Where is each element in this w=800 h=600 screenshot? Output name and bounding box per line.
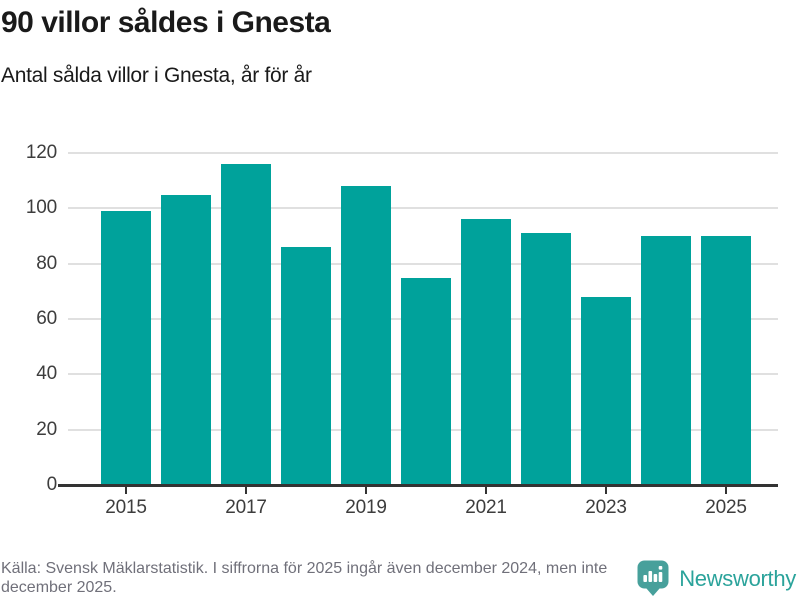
x-axis-label-2015: 2015 [105, 497, 147, 518]
x-axis-tick-2017 [245, 487, 247, 494]
bars-group [101, 153, 751, 485]
bar-2025 [701, 236, 751, 485]
bar-2018 [281, 247, 331, 485]
gridline-120 [68, 152, 778, 154]
bar-2017 [221, 164, 271, 485]
y-axis-label-0: 0 [46, 474, 58, 495]
y-axis-label-120: 120 [25, 142, 57, 163]
x-axis-tick-2019 [365, 487, 367, 494]
x-axis-label-2017: 2017 [225, 497, 267, 518]
x-axis-tick-2023 [605, 487, 607, 494]
source-note: Källa: Svensk Mäklarstatistik. I siffror… [1, 560, 608, 596]
bar-2015 [101, 211, 151, 485]
bar-2020 [401, 277, 451, 485]
chart-title: 90 villor såldes i Gnesta [1, 6, 331, 39]
y-axis-label-60: 60 [36, 308, 57, 329]
plot-area: 0 20 40 60 80 100 120 2015 2017 2019 2021 2023 2025 [26, 142, 778, 518]
x-axis-tick-2015 [125, 487, 127, 494]
x-axis-line [58, 483, 778, 487]
newsworthy-logo[interactable]: Newsworthy [637, 560, 796, 597]
x-axis-label-2021: 2021 [465, 497, 507, 518]
y-axis-label-100: 100 [25, 197, 57, 219]
x-axis-label-2025: 2025 [705, 497, 747, 518]
x-axis-label-2019: 2019 [345, 497, 387, 518]
bar-2016 [161, 194, 211, 485]
gridline-100 [68, 207, 778, 210]
x-axis-tick-2025 [725, 487, 727, 494]
bar-2022 [521, 233, 571, 485]
y-axis-label-40: 40 [36, 363, 57, 385]
bar-2023 [581, 296, 631, 485]
y-axis-label-20: 20 [36, 418, 57, 440]
gridline-80 [68, 262, 778, 265]
bar-2024 [641, 236, 691, 485]
x-axis-label-2023: 2023 [585, 497, 627, 518]
x-axis-tick-2021 [485, 487, 487, 494]
y-axis-label-80: 80 [36, 252, 57, 274]
newsworthy-bubble-chart-icon [637, 560, 670, 597]
chart-subtitle: Antal sålda villor i Gnesta, år för år [1, 64, 312, 87]
bar-2019 [341, 186, 391, 485]
bar-2021 [461, 219, 511, 485]
newsworthy-logo-text: Newsworthy [679, 565, 796, 591]
